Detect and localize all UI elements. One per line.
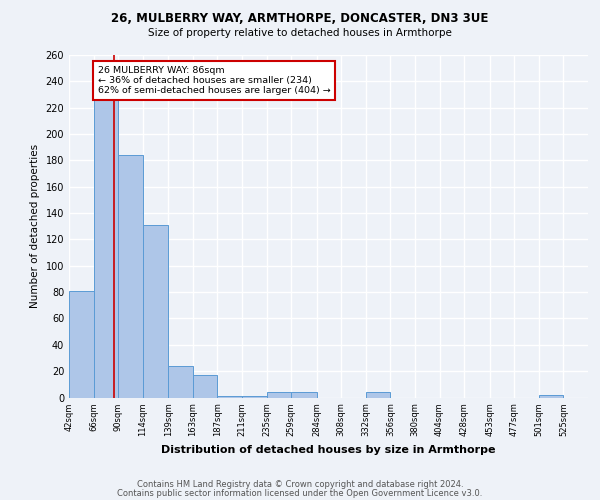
Text: Size of property relative to detached houses in Armthorpe: Size of property relative to detached ho…: [148, 28, 452, 38]
Bar: [118, 155, 143, 398]
Bar: [193, 375, 217, 398]
Bar: [217, 396, 242, 398]
Bar: [366, 392, 391, 398]
Bar: [266, 392, 291, 398]
X-axis label: Distribution of detached houses by size in Armthorpe: Distribution of detached houses by size …: [161, 444, 496, 454]
Bar: [94, 89, 118, 398]
Bar: [242, 396, 266, 398]
Text: 26, MULBERRY WAY, ARMTHORPE, DONCASTER, DN3 3UE: 26, MULBERRY WAY, ARMTHORPE, DONCASTER, …: [112, 12, 488, 26]
Bar: [168, 366, 193, 398]
Bar: [69, 291, 94, 398]
Bar: [539, 395, 563, 398]
Bar: [143, 225, 168, 398]
Bar: [291, 392, 317, 398]
Text: Contains public sector information licensed under the Open Government Licence v3: Contains public sector information licen…: [118, 488, 482, 498]
Text: 26 MULBERRY WAY: 86sqm
← 36% of detached houses are smaller (234)
62% of semi-de: 26 MULBERRY WAY: 86sqm ← 36% of detached…: [98, 66, 331, 96]
Y-axis label: Number of detached properties: Number of detached properties: [30, 144, 40, 308]
Text: Contains HM Land Registry data © Crown copyright and database right 2024.: Contains HM Land Registry data © Crown c…: [137, 480, 463, 489]
